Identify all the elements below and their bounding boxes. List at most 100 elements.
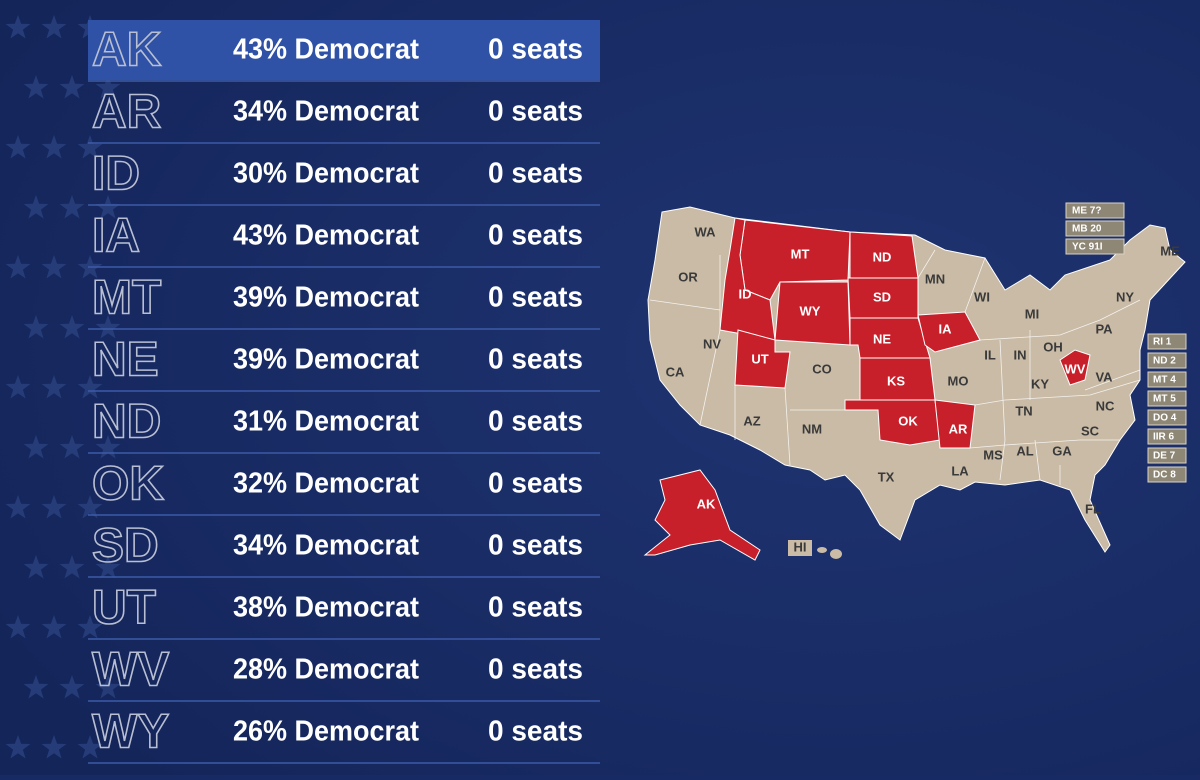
democrat-share: 32% Democrat <box>233 468 419 500</box>
democrat-share: 34% Democrat <box>233 530 419 562</box>
state-label: NM <box>802 421 822 436</box>
star <box>41 135 67 159</box>
state-label: PA <box>1095 321 1113 336</box>
state-label: MS <box>983 447 1003 462</box>
democrat-share: 38% Democrat <box>233 592 419 624</box>
state-label: AK <box>697 496 716 511</box>
state-abbr: WV <box>92 644 169 697</box>
side-box <box>1147 428 1187 445</box>
side-box-label: IIR 6 <box>1153 432 1175 443</box>
star <box>59 675 85 699</box>
state-label: TX <box>878 469 895 484</box>
star <box>41 495 67 519</box>
state-label: CA <box>666 364 685 379</box>
state-abbr: ID <box>92 148 140 201</box>
side-box <box>1147 447 1187 464</box>
star <box>23 195 49 219</box>
state-label: IN <box>1014 347 1027 362</box>
star <box>5 15 31 39</box>
inset-box-label: MB 20 <box>1072 224 1102 235</box>
seats: 0 seats <box>488 220 583 252</box>
star <box>41 15 67 39</box>
seats: 0 seats <box>488 716 583 748</box>
inset-box <box>1065 238 1125 255</box>
star <box>23 75 49 99</box>
state-label: KY <box>1031 376 1049 391</box>
state-label: NV <box>703 336 721 351</box>
state-abbr: UT <box>92 582 156 635</box>
state-label: AR <box>949 421 968 436</box>
state-label: SD <box>873 289 891 304</box>
star <box>95 195 121 219</box>
state-abbr: SD <box>92 520 159 573</box>
state-label: AL <box>1016 443 1033 458</box>
star <box>5 135 31 159</box>
state-label: MO <box>948 373 969 388</box>
star <box>5 375 31 399</box>
star <box>77 615 103 639</box>
democrat-share: 43% Democrat <box>233 34 419 66</box>
inset-box-label: ME 7? <box>1072 206 1101 217</box>
state-abbr: OK <box>92 458 164 511</box>
democrat-share: 39% Democrat <box>233 344 419 376</box>
stars <box>5 15 121 759</box>
star <box>5 255 31 279</box>
democrat-share: 43% Democrat <box>233 220 419 252</box>
star <box>59 555 85 579</box>
state-label: IL <box>984 347 996 362</box>
state-label: OK <box>898 413 918 428</box>
state-abbr: ND <box>92 396 161 449</box>
star <box>95 435 121 459</box>
state-label: WI <box>974 289 990 304</box>
side-box <box>1147 466 1187 483</box>
state-label: MI <box>1025 306 1039 321</box>
seats: 0 seats <box>488 406 583 438</box>
seats: 0 seats <box>488 468 583 500</box>
red-states <box>643 217 1091 561</box>
state-label: IA <box>939 321 953 336</box>
star <box>77 735 103 759</box>
side-box-label: DC 8 <box>1153 470 1176 481</box>
star <box>59 435 85 459</box>
state-label: VA <box>1095 369 1113 384</box>
state-label: GA <box>1052 443 1072 458</box>
state-abbr: NE <box>92 334 159 387</box>
star <box>41 375 67 399</box>
side-box-label: DO 4 <box>1153 413 1177 424</box>
star <box>59 195 85 219</box>
democrat-share: 30% Democrat <box>233 158 419 190</box>
star <box>59 75 85 99</box>
state-label: ID <box>739 286 752 301</box>
seats: 0 seats <box>488 158 583 190</box>
state-label: KS <box>887 373 905 388</box>
democrat-share: 31% Democrat <box>233 406 419 438</box>
side-box <box>1147 333 1187 350</box>
inset-box <box>1065 202 1125 219</box>
state-label: LA <box>951 463 969 478</box>
star <box>59 315 85 339</box>
side-box <box>1147 352 1187 369</box>
state-label: WV <box>1065 361 1086 376</box>
star <box>77 375 103 399</box>
star <box>77 135 103 159</box>
side-box-label: MT 4 <box>1153 375 1176 386</box>
state-label: MT <box>791 246 810 261</box>
star <box>5 615 31 639</box>
state-abbr: MT <box>92 272 161 325</box>
hawaii <box>788 540 842 559</box>
star <box>23 315 49 339</box>
state-label: NC <box>1096 398 1115 413</box>
inset-box <box>1065 220 1125 237</box>
state-label: ME <box>1160 243 1180 258</box>
star <box>41 255 67 279</box>
table: AK 43% Democrat 0 seats AR 34% Democrat 0 sea… <box>88 20 600 764</box>
seats: 0 seats <box>488 344 583 376</box>
star <box>23 555 49 579</box>
seats: 0 seats <box>488 96 583 128</box>
state-abbr: IA <box>92 210 140 263</box>
democrat-share: 26% Democrat <box>233 716 419 748</box>
star <box>41 615 67 639</box>
state-label: AZ <box>743 413 760 428</box>
seats: 0 seats <box>488 282 583 314</box>
